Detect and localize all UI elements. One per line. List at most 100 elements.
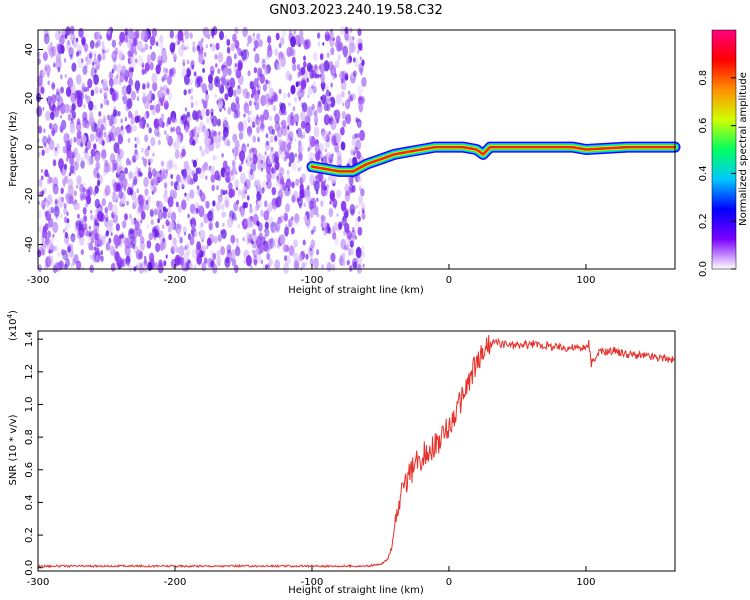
noise-blob <box>260 259 264 265</box>
noise-blob <box>156 200 160 208</box>
noise-blob <box>117 111 121 117</box>
noise-blob <box>346 244 350 251</box>
noise-blob <box>342 102 345 107</box>
noise-blob <box>273 224 278 234</box>
noise-blob <box>149 35 156 46</box>
y-tick-label: 20 <box>24 92 35 105</box>
noise-blob <box>177 184 181 191</box>
noise-blob <box>351 229 356 239</box>
noise-blob <box>219 30 224 41</box>
noise-blob <box>67 134 70 139</box>
colorbar-label: Normalized spectral amplitude <box>738 72 749 226</box>
noise-blob <box>207 73 213 84</box>
noise-blob <box>165 68 169 74</box>
noise-blob <box>313 110 318 117</box>
noise-blob <box>329 38 335 48</box>
noise-blob <box>277 62 281 71</box>
noise-blob <box>140 211 146 220</box>
noise-blob <box>279 234 286 245</box>
noise-blob <box>157 232 161 239</box>
noise-blob <box>181 43 185 50</box>
noise-blob <box>253 91 260 102</box>
noise-blob <box>116 157 123 168</box>
noise-blob <box>101 198 107 207</box>
noise-blob <box>66 156 69 162</box>
noise-blob <box>118 49 124 60</box>
noise-blob <box>82 43 85 48</box>
noise-blob <box>124 116 128 122</box>
noise-blob <box>103 131 107 138</box>
noise-blob <box>237 224 240 229</box>
noise-blob <box>112 249 117 257</box>
noise-blob <box>321 264 324 269</box>
noise-blob <box>143 47 146 52</box>
noise-blob <box>243 182 249 192</box>
noise-blob <box>103 162 110 174</box>
noise-blob <box>244 181 247 187</box>
noise-blob <box>165 254 168 259</box>
noise-blob <box>257 160 263 171</box>
noise-blob <box>151 107 156 116</box>
noise-blob <box>201 83 208 94</box>
noise-blob <box>306 77 310 83</box>
noise-blob <box>69 249 74 259</box>
noise-blob <box>328 175 331 182</box>
noise-blob <box>206 99 209 103</box>
noise-blob <box>282 244 288 253</box>
noise-blob <box>215 221 220 229</box>
noise-blob <box>41 68 47 78</box>
noise-blob <box>132 227 139 238</box>
noise-blob <box>303 55 306 61</box>
noise-blob <box>240 49 247 61</box>
noise-blob <box>69 243 74 252</box>
noise-blob <box>226 81 230 87</box>
noise-blob <box>37 125 43 134</box>
noise-blob <box>300 88 303 93</box>
noise-blob <box>49 243 54 252</box>
noise-blob <box>311 103 315 111</box>
noise-blob <box>294 96 298 103</box>
x-tick-label: -300 <box>27 577 50 588</box>
noise-blob <box>165 208 168 213</box>
noise-blob <box>154 127 160 137</box>
noise-blob <box>64 226 68 232</box>
snr-frame <box>37 330 676 572</box>
noise-blob <box>244 178 251 190</box>
noise-blob <box>148 166 152 173</box>
noise-blob <box>160 101 164 107</box>
noise-blob <box>354 146 359 154</box>
noise-blob <box>331 263 336 271</box>
noise-blob <box>338 41 344 52</box>
noise-blob <box>307 147 310 152</box>
noise-blob <box>166 75 173 86</box>
noise-blob <box>333 110 337 117</box>
noise-blob <box>352 57 356 63</box>
noise-blob <box>157 139 161 146</box>
noise-blob <box>288 161 292 167</box>
noise-blob <box>227 86 234 98</box>
noise-blob <box>322 219 328 228</box>
noise-blob <box>246 231 250 239</box>
noise-blob <box>327 35 332 42</box>
noise-blob <box>314 64 318 71</box>
noise-blob <box>57 43 63 55</box>
noise-blob <box>333 222 339 231</box>
noise-blob <box>240 188 247 200</box>
noise-blob <box>225 258 229 264</box>
noise-blob <box>82 192 86 200</box>
noise-blob <box>246 156 252 167</box>
noise-blob <box>89 40 95 49</box>
noise-blob <box>344 238 351 249</box>
noise-blob <box>237 74 244 86</box>
noise-blob <box>275 196 282 208</box>
noise-blob <box>262 263 266 270</box>
noise-blob <box>361 245 365 252</box>
noise-blob <box>97 53 102 62</box>
noise-blob <box>80 134 87 145</box>
noise-blob <box>50 249 54 254</box>
colorbar-ticks: 0.0 0.2 0.4 0.6 0.8 <box>698 70 736 277</box>
noise-blob <box>167 196 174 208</box>
noise-blob <box>278 137 283 147</box>
noise-blob <box>224 199 230 208</box>
noise-blob <box>264 221 269 230</box>
